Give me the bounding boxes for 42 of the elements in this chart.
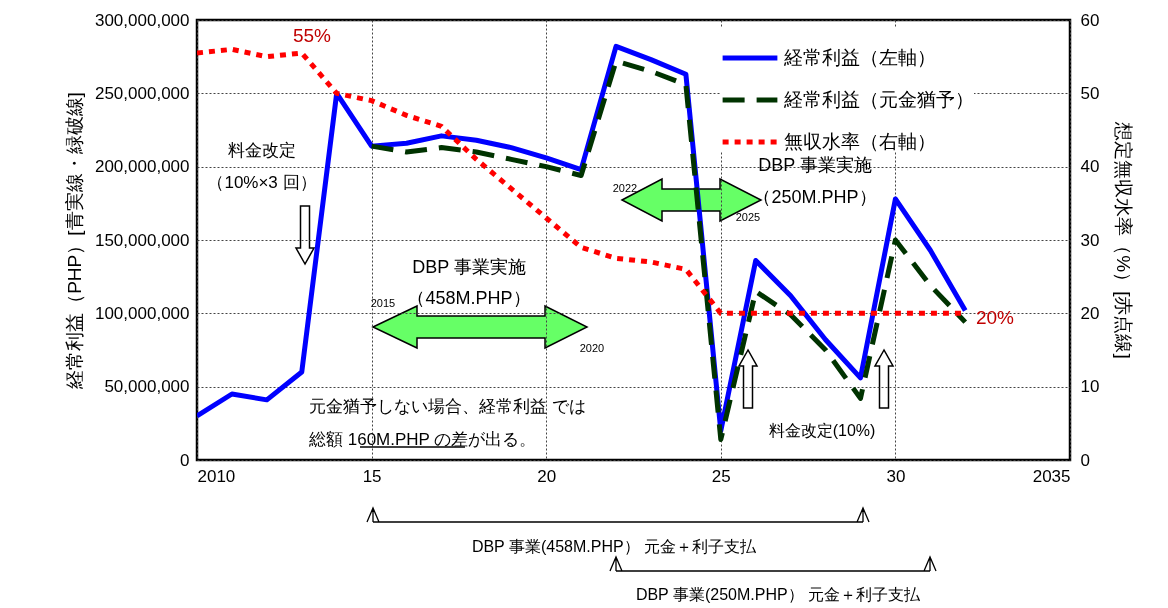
y2-axis-title: 想定無収水率（%）[赤点線] bbox=[1113, 121, 1135, 359]
x-tick-label: 15 bbox=[362, 466, 382, 486]
x-tick-label: 2010 bbox=[197, 466, 236, 486]
y-tick-label: 150,000,000 bbox=[94, 230, 190, 250]
y-tick-label: 200,000,000 bbox=[94, 157, 190, 177]
annotation: 料金改定(10%) bbox=[768, 422, 876, 439]
text: DBP 事業(458M.PHP） 元金＋利子支払 bbox=[471, 538, 758, 555]
y2-tick-label: 20 bbox=[1080, 303, 1100, 323]
annotation: （458M.PHP） bbox=[407, 288, 531, 308]
y2-tick-label: 10 bbox=[1080, 377, 1100, 397]
annotation: 2020 bbox=[579, 342, 605, 354]
y-tick-label: 0 bbox=[180, 450, 190, 470]
legend-label: 経常利益（左軸） bbox=[783, 47, 936, 68]
legend-label: 経常利益（元金猶予） bbox=[783, 89, 974, 110]
x-tick-label: 20 bbox=[537, 466, 557, 486]
annotation: 総額 160M.PHP の差が出る。 bbox=[308, 430, 537, 449]
legend-label: 無収水率（右軸） bbox=[784, 131, 936, 152]
annotation: 2025 bbox=[735, 211, 761, 223]
annotation: 55% bbox=[292, 25, 332, 46]
annotation: （10%×3 回） bbox=[207, 173, 317, 192]
annotation: 2022 bbox=[612, 182, 638, 194]
text: DBP 事業(250M.PHP） 元金＋利子支払 bbox=[635, 586, 922, 603]
x-tick-label: 25 bbox=[711, 466, 731, 486]
x-tick-label: 2035 bbox=[1032, 466, 1071, 486]
annotation: 20% bbox=[975, 307, 1015, 328]
annotation: 2015 bbox=[370, 297, 396, 309]
y2-tick-label: 0 bbox=[1080, 450, 1090, 470]
y2-tick-label: 50 bbox=[1080, 83, 1100, 103]
y-axis-title: 経常利益（PHP）[青実線・緑破線] bbox=[63, 92, 85, 390]
annotation: DBP 事業実施 bbox=[758, 155, 872, 175]
y2-tick-label: 60 bbox=[1080, 10, 1100, 30]
y2-tick-label: 30 bbox=[1080, 230, 1100, 250]
y-tick-label: 50,000,000 bbox=[104, 377, 190, 397]
x-tick-label: 30 bbox=[886, 466, 906, 486]
annotation: （250M.PHP） bbox=[753, 187, 877, 207]
y-tick-label: 100,000,000 bbox=[94, 303, 190, 323]
y-tick-label: 300,000,000 bbox=[94, 10, 190, 30]
annotation: DBP 事業実施 bbox=[412, 257, 526, 277]
y2-tick-label: 40 bbox=[1080, 157, 1100, 177]
y-tick-label: 250,000,000 bbox=[94, 83, 190, 103]
annotation: 料金改定 bbox=[228, 141, 296, 160]
annotation: 元金猶予しない場合、経常利益 では bbox=[309, 397, 586, 416]
